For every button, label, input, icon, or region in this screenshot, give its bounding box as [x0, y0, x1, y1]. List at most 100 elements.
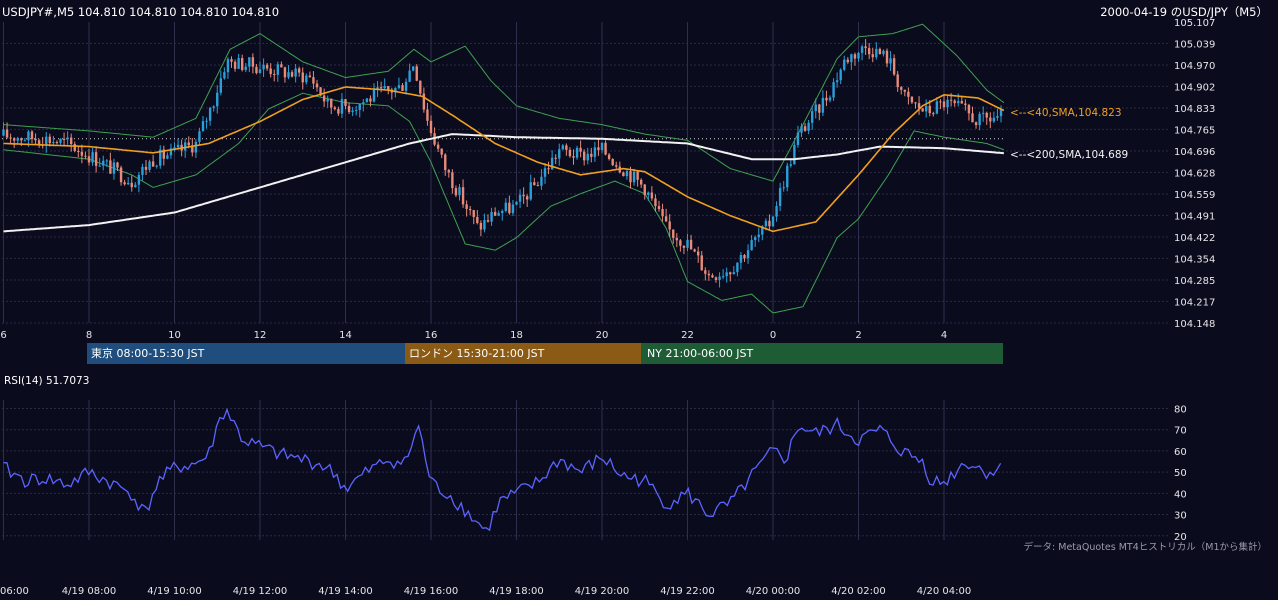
candle-body [340, 99, 344, 114]
candle-body [387, 86, 390, 90]
x-tick-label: 18 [510, 330, 523, 341]
candle-body [757, 234, 760, 238]
candle-body [30, 131, 34, 139]
datetime-tick-label: 4/19 18:00 [489, 586, 543, 597]
candle-body [465, 204, 468, 209]
candle-body [704, 270, 707, 274]
candle-body [429, 120, 433, 134]
candle-body [458, 187, 461, 196]
candle-body [821, 97, 825, 113]
y-tick-label: 104.217 [1174, 297, 1215, 308]
candle-body [729, 272, 732, 275]
candle-body [48, 136, 52, 144]
candle-body [240, 58, 244, 70]
candle-body [333, 107, 337, 110]
candle-body [932, 113, 935, 115]
x-tick-label: 22 [681, 330, 694, 341]
candle-body [985, 112, 988, 118]
candle-body [109, 160, 112, 174]
candle-body [711, 275, 714, 278]
y-tick-label: 104.628 [1174, 168, 1215, 179]
candle-body [415, 66, 418, 81]
candle-body [999, 109, 1003, 117]
candle-body [949, 99, 953, 101]
candle-body [989, 117, 992, 122]
datetime-tick-label: 4/19 16:00 [404, 586, 458, 597]
candle-body [404, 81, 408, 91]
candle-body [689, 239, 693, 250]
candle-body [622, 172, 625, 177]
y-tick-label: 105.107 [1174, 18, 1215, 29]
candle-body [379, 87, 383, 89]
candle-body [761, 226, 764, 235]
y-tick-label: 104.491 [1174, 211, 1215, 222]
candle-body [372, 89, 376, 102]
candle-body [853, 54, 857, 59]
candle-body [344, 99, 347, 106]
candle-body [675, 237, 679, 241]
candle-body [700, 255, 703, 271]
rsi-y-tick-label: 40 [1174, 489, 1187, 500]
candle-body [946, 99, 949, 108]
candle-body [198, 131, 201, 142]
candle-body [857, 52, 860, 59]
candle-body [935, 101, 939, 114]
candle-body [91, 152, 94, 163]
candle-body [205, 120, 208, 122]
candle-body [828, 97, 832, 101]
candle-body [693, 249, 696, 252]
rsi-line [3, 407, 1002, 532]
candle-body [59, 138, 62, 143]
candle-body [294, 68, 297, 77]
candle-body [903, 89, 907, 92]
rsi-y-tick-label: 60 [1174, 447, 1187, 458]
candle-body [62, 138, 66, 140]
rsi-y-tick-label: 50 [1174, 468, 1187, 479]
candle-body [604, 142, 607, 155]
candle-body [971, 113, 974, 123]
candle-body [290, 72, 294, 77]
rsi-y-tick-label: 30 [1174, 511, 1187, 522]
candle-body [889, 58, 892, 64]
candle-body [258, 69, 262, 74]
candle-body [796, 132, 800, 145]
session-london [405, 343, 641, 364]
candle-body [468, 208, 472, 211]
candle-body [176, 144, 180, 148]
candle-body [269, 68, 272, 75]
candle-body [141, 166, 144, 175]
candle-body [882, 50, 885, 55]
candle-body [515, 201, 518, 205]
candle-body [397, 85, 401, 88]
candle-body [483, 220, 486, 230]
candle-body [885, 50, 889, 64]
candle-body [301, 72, 304, 83]
candle-body [607, 154, 611, 159]
candle-body [807, 122, 810, 131]
candle-body [319, 87, 322, 96]
y-tick-label: 104.765 [1174, 125, 1215, 136]
candle-body [102, 160, 105, 166]
x-tick-label: 2 [855, 330, 861, 341]
y-tick-label: 105.039 [1174, 39, 1215, 50]
session-ny-label: NY 21:00-06:00 JST [647, 347, 754, 360]
candle-body [554, 157, 557, 159]
candle-body [187, 142, 190, 146]
candle-body [330, 98, 333, 108]
candle-body [436, 144, 440, 149]
candle-body [486, 220, 490, 222]
candle-body [871, 54, 874, 58]
candle-body [942, 101, 946, 108]
candle-body [490, 211, 493, 222]
candle-body [130, 182, 133, 188]
rsi-y-tick-label: 80 [1174, 404, 1187, 415]
candle-body [843, 59, 846, 70]
candle-body [536, 185, 540, 187]
candle-body [37, 140, 41, 145]
candle-body [803, 126, 807, 131]
candle-body [654, 198, 657, 207]
candle-body [540, 176, 543, 186]
candle-body [233, 61, 237, 69]
candle-body [867, 48, 871, 55]
